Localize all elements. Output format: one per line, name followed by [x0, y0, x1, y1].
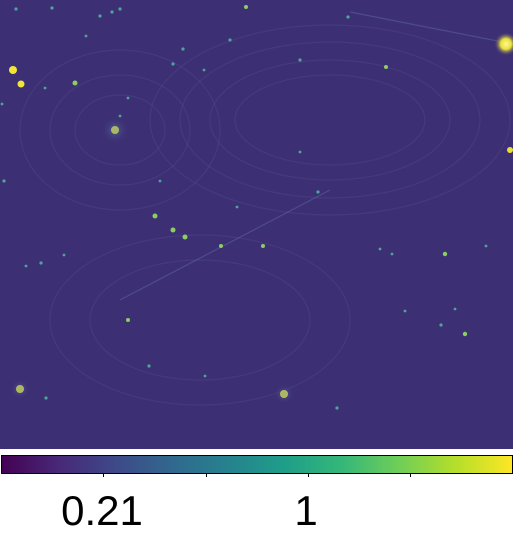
diffraction-streaks	[119, 11, 513, 301]
colorbar-tick-label-low: 0.21	[61, 487, 143, 534]
colorbar-tick	[410, 473, 411, 477]
faint-sources	[0, 6, 488, 410]
colorbar-tick-label-high: 1	[294, 487, 318, 534]
star-halos	[10, 116, 294, 404]
colorbar-tick	[103, 473, 104, 477]
sky-image	[0, 0, 513, 449]
colorbar-tick	[206, 473, 207, 477]
sky-background	[0, 0, 513, 449]
medium-stars	[72, 5, 468, 337]
colorbar	[0, 454, 513, 477]
colorbar-gradient	[1, 455, 513, 474]
sky-image-canvas	[0, 0, 513, 449]
ripple-artifacts	[19, 24, 511, 406]
colorbar-tick	[308, 473, 309, 477]
